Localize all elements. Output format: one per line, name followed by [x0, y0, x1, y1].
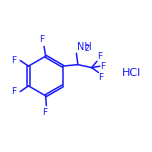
- Text: F: F: [42, 108, 47, 117]
- Text: 2: 2: [85, 44, 90, 53]
- Text: HCl: HCl: [122, 68, 141, 78]
- Text: F: F: [98, 73, 104, 82]
- Text: NH: NH: [77, 42, 92, 52]
- Text: F: F: [100, 62, 105, 71]
- Text: F: F: [11, 56, 16, 65]
- Text: F: F: [11, 87, 16, 96]
- Text: F: F: [97, 52, 103, 61]
- Text: F: F: [39, 35, 44, 44]
